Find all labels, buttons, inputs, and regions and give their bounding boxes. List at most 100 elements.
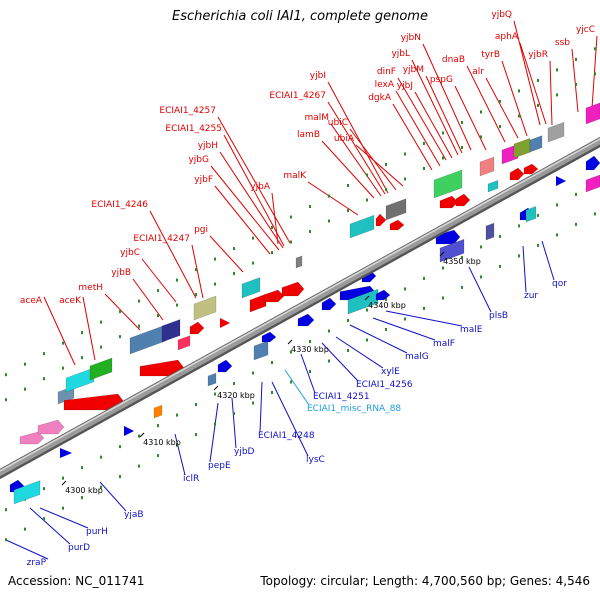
gene-feature[interactable]: [439, 195, 459, 209]
bottom-gene-label-zur[interactable]: zur: [524, 291, 538, 301]
top-gene-label-yjba[interactable]: yjbA: [250, 182, 271, 192]
bottom-gene-label-yjbd[interactable]: yjbD: [234, 447, 255, 457]
gene-feature[interactable]: [37, 419, 65, 435]
gene-feature[interactable]: [60, 448, 72, 458]
gene-feature[interactable]: [556, 176, 566, 186]
gene-feature[interactable]: [281, 281, 305, 297]
gene-feature[interactable]: [261, 331, 277, 343]
bottom-gene-label-malg[interactable]: malG: [405, 352, 429, 362]
gene-feature[interactable]: [585, 102, 600, 125]
gene-feature[interactable]: [585, 155, 600, 171]
top-gene-label-yjbg[interactable]: yjbG: [188, 155, 209, 165]
bottom-gene-label-purd[interactable]: purD: [68, 543, 90, 553]
gene-feature[interactable]: [375, 289, 391, 301]
gene-feature[interactable]: [177, 335, 191, 351]
gene-feature[interactable]: [479, 156, 495, 177]
gene-feature[interactable]: [297, 313, 315, 327]
bottom-gene-label-pepe[interactable]: pepE: [208, 461, 231, 471]
top-gene-label-eciai1-4247[interactable]: ECIAI1_4247: [133, 234, 190, 244]
gene-feature[interactable]: [295, 255, 303, 269]
top-gene-label-yjbj[interactable]: yjbJ: [397, 81, 413, 91]
top-gene-label-pspg[interactable]: pspG: [430, 75, 453, 85]
top-gene-label-yjbl[interactable]: yjbL: [391, 49, 410, 59]
gene-feature[interactable]: [439, 238, 465, 263]
top-gene-label-tyrb[interactable]: tyrB: [481, 50, 500, 60]
top-gene-label-yjbq[interactable]: yjbQ: [491, 10, 512, 20]
bottom-gene-label-malf[interactable]: malF: [433, 339, 455, 349]
gene-feature[interactable]: [529, 135, 543, 153]
bottom-gene-label-purh[interactable]: purH: [86, 527, 108, 537]
bottom-gene-label-xyle[interactable]: xylE: [381, 367, 400, 377]
bottom-gene-label-eciai1-4251[interactable]: ECIAI1_4251: [313, 392, 370, 402]
gene-feature[interactable]: [487, 180, 499, 193]
gene-feature[interactable]: [509, 167, 525, 181]
top-gene-label-yjbr[interactable]: yjbR: [528, 50, 548, 60]
top-gene-label-yjbh[interactable]: yjbH: [198, 141, 218, 151]
top-gene-label-ssb[interactable]: ssb: [555, 38, 570, 48]
gene-feature[interactable]: [189, 321, 205, 335]
top-gene-label-ubic[interactable]: ubiC: [328, 118, 348, 128]
gene-feature[interactable]: [547, 121, 565, 143]
top-gene-label-yjbi[interactable]: yjbI: [310, 71, 326, 81]
bottom-gene-label-zrap[interactable]: zraP: [27, 558, 47, 568]
top-gene-label-dnab[interactable]: dnaB: [442, 55, 465, 65]
top-gene-label-acek[interactable]: aceK: [59, 296, 82, 306]
gene-feature[interactable]: [89, 357, 113, 381]
gene-feature[interactable]: [249, 293, 267, 313]
gene-feature[interactable]: [161, 319, 181, 343]
bottom-gene-label-plsb[interactable]: plsB: [489, 311, 508, 321]
bottom-gene-label-eciai1-misc-rna-88[interactable]: ECIAI1_misc_RNA_88: [307, 404, 401, 414]
top-gene-label-yjbn[interactable]: yjbN: [401, 33, 421, 43]
bottom-gene-label-male[interactable]: malE: [460, 325, 483, 335]
gene-feature[interactable]: [433, 169, 463, 199]
top-gene-label-dinf[interactable]: dinF: [377, 67, 396, 77]
gene-feature[interactable]: [19, 431, 45, 445]
top-gene-label-dgka[interactable]: dgkA: [368, 93, 392, 103]
bottom-gene-label-yjab[interactable]: yjaB: [124, 510, 144, 520]
top-gene-label-eciai1-4267[interactable]: ECIAI1_4267: [269, 91, 326, 101]
gene-feature[interactable]: [375, 213, 387, 227]
top-gene-label-meth[interactable]: metH: [78, 283, 103, 293]
top-gene-label-acea[interactable]: aceA: [20, 296, 43, 306]
gene-feature[interactable]: [385, 198, 407, 221]
top-gene-label-malk[interactable]: malK: [283, 171, 307, 181]
gene-feature[interactable]: [13, 480, 41, 505]
top-gene-label-yjbb[interactable]: yjbB: [111, 268, 131, 278]
top-gene-label-lamb[interactable]: lamB: [297, 130, 320, 140]
gene-feature[interactable]: [455, 193, 471, 207]
top-gene-label-pgi[interactable]: pgi: [194, 225, 208, 235]
gene-feature[interactable]: [585, 174, 600, 193]
top-gene-label-alr[interactable]: alr: [472, 67, 484, 77]
gene-feature[interactable]: [523, 163, 539, 175]
top-gene-label-eciai1-4255[interactable]: ECIAI1_4255: [165, 124, 222, 134]
gene-feature[interactable]: [389, 219, 405, 231]
gene-feature[interactable]: [513, 137, 531, 159]
bottom-gene-label-iclr[interactable]: iclR: [183, 474, 199, 484]
gene-feature[interactable]: [217, 359, 233, 373]
gene-feature[interactable]: [153, 404, 163, 419]
gene-feature[interactable]: [485, 222, 495, 241]
gene-feature[interactable]: [263, 289, 285, 303]
top-gene-label-yjbf[interactable]: yjbF: [194, 175, 213, 185]
gene-feature[interactable]: [241, 277, 261, 299]
gene-feature[interactable]: [349, 214, 375, 239]
top-gene-label-yjbm[interactable]: yjbM: [403, 65, 424, 75]
gene-feature[interactable]: [321, 297, 337, 311]
gene-feature[interactable]: [253, 340, 269, 361]
bottom-gene-label-eciai1-4256[interactable]: ECIAI1_4256: [356, 380, 413, 390]
top-gene-label-eciai1-4257[interactable]: ECIAI1_4257: [159, 106, 216, 116]
top-gene-label-eciai1-4246[interactable]: ECIAI1_4246: [91, 200, 148, 210]
gene-feature[interactable]: [207, 372, 217, 387]
top-gene-label-lexa[interactable]: lexA: [375, 80, 395, 90]
top-gene-label-yjcc[interactable]: yjcC: [576, 25, 595, 35]
top-gene-label-apha[interactable]: aphA: [495, 32, 519, 42]
gene-feature[interactable]: [124, 426, 134, 436]
gene-feature[interactable]: [525, 206, 537, 223]
gene-feature[interactable]: [435, 229, 461, 245]
top-gene-label-ubia[interactable]: ubiA: [334, 134, 355, 144]
top-gene-label-malm[interactable]: malM: [304, 113, 329, 123]
gene-feature[interactable]: [220, 318, 230, 328]
bottom-gene-label-qor[interactable]: qor: [552, 279, 567, 289]
gene-feature[interactable]: [193, 295, 217, 321]
top-gene-label-yjbc[interactable]: yjbC: [120, 248, 140, 258]
